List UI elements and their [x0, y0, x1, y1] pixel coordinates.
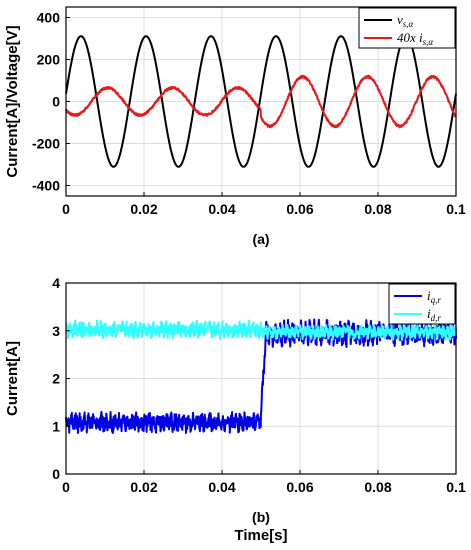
- y-tick-label: 0: [52, 94, 60, 110]
- legend-label-subscript: q,r: [431, 295, 442, 305]
- x-tick-label: 0.06: [286, 201, 313, 217]
- legend-label-main: v: [397, 12, 403, 27]
- x-axis-label: Time[s]: [234, 527, 287, 544]
- legend-label-main: i: [427, 288, 431, 303]
- y-tick-label: 200: [37, 52, 61, 68]
- y-tick-label: -200: [32, 136, 60, 152]
- y-tick-label: 3: [52, 323, 60, 339]
- legend-label: vs,α: [397, 12, 414, 29]
- subplot-caption: (b): [252, 509, 270, 525]
- y-tick-label: 0: [52, 466, 60, 482]
- x-tick-label: 0.04: [208, 201, 235, 217]
- x-tick-label: 0.04: [208, 479, 235, 495]
- legend-label-subscript: s,α: [403, 19, 414, 29]
- x-tick-label: 0.08: [364, 201, 391, 217]
- x-tick-label: 0: [62, 201, 70, 217]
- legend-label: 40x is,α: [397, 30, 433, 47]
- x-tick-label: 0.1: [446, 479, 466, 495]
- legend-label-main: i: [427, 306, 431, 321]
- chart-0: 0 0.02 0.04 0.06 0.08 0.1 -400 -200 0 200 400 Curre…: [4, 6, 466, 247]
- x-tick-label: 0.06: [286, 479, 313, 495]
- series-line-1: [65, 74, 457, 129]
- legend-label-subscript: d,r: [431, 313, 442, 323]
- series-line-1: [65, 319, 457, 341]
- legend-box: [358, 7, 456, 49]
- legend-label: iq,r: [427, 288, 441, 305]
- legend-box: [388, 283, 456, 325]
- chart-1: 0 0.02 0.04 0.06 0.08 0.1 0 1 2 3 4 Current[A] (b) Ti…: [4, 275, 466, 544]
- x-tick-label: 0.1: [446, 201, 466, 217]
- y-tick-label: -400: [32, 178, 60, 194]
- x-tick-label: 0.02: [130, 479, 157, 495]
- legend-label: id,r: [427, 306, 441, 323]
- x-tick-label: 0.02: [130, 201, 157, 217]
- x-tick-label: 0.08: [364, 479, 391, 495]
- subplot-caption: (a): [252, 231, 269, 247]
- y-tick-label: 2: [52, 371, 60, 387]
- y-tick-label: 4: [52, 275, 60, 291]
- x-tick-label: 0: [62, 479, 70, 495]
- y-tick-label: 1: [52, 418, 60, 434]
- series-line-0: [65, 35, 457, 168]
- y-axis-label: Current[A]/Voltage[V]: [4, 25, 21, 177]
- y-tick-label: 400: [37, 10, 61, 26]
- legend-label-subscript: s,α: [423, 37, 434, 47]
- y-axis-label: Current[A]: [4, 341, 21, 416]
- legend-label-main: 40x i: [397, 30, 423, 45]
- legend: iq,rid,r: [388, 283, 456, 325]
